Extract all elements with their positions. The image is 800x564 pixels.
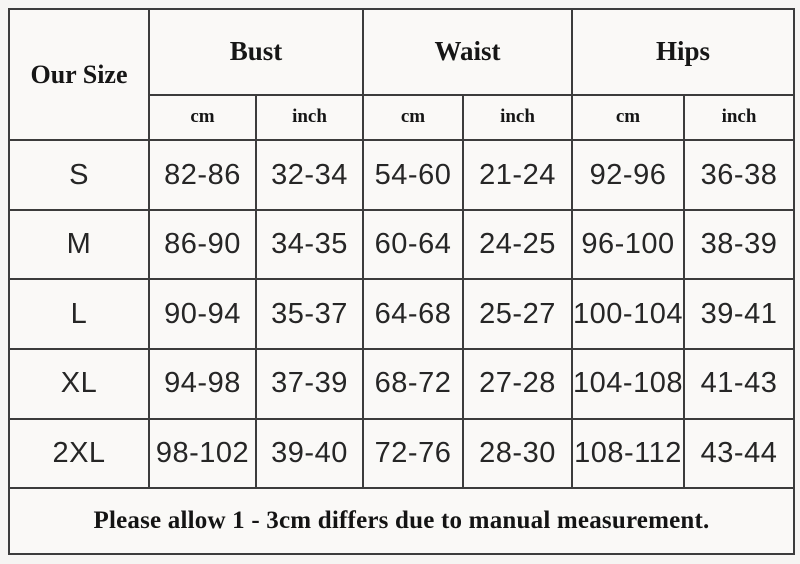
unit-header-bust-cm: cm	[148, 93, 257, 142]
unit-header-hips-cm: cm	[571, 93, 686, 142]
waist-cm-value: 60-64	[362, 208, 464, 281]
waist-cm-value: 68-72	[362, 348, 464, 420]
table-row-xl: XL 94-98 37-39 68-72 27-28 104-108 41-43	[8, 348, 796, 420]
size-label: M	[8, 208, 150, 281]
waist-cm-value: 64-68	[362, 278, 464, 351]
bust-cm-value: 86-90	[148, 208, 257, 281]
size-chart: Our Size Bust Waist Hips cm inch cm inch…	[7, 7, 796, 555]
hips-inch-value: 43-44	[683, 417, 796, 490]
waist-cm-value: 54-60	[362, 139, 464, 211]
size-label: L	[8, 278, 150, 351]
hips-inch-value: 38-39	[683, 208, 796, 281]
size-label: 2XL	[8, 417, 150, 490]
hips-cm-value: 92-96	[571, 139, 686, 211]
size-label: S	[8, 139, 150, 211]
bust-cm-value: 90-94	[148, 278, 257, 351]
unit-header-hips-inch: inch	[683, 93, 796, 142]
waist-cm-value: 72-76	[362, 417, 464, 490]
column-group-waist: Waist	[361, 8, 574, 96]
hips-cm-value: 108-112	[571, 417, 686, 490]
bust-cm-value: 98-102	[148, 417, 257, 490]
waist-inch-value: 28-30	[461, 417, 574, 490]
unit-header-waist-cm: cm	[362, 93, 464, 142]
size-chart-table: Our Size Bust Waist Hips cm inch cm inch…	[7, 7, 796, 555]
table-row-l: L 90-94 35-37 64-68 25-27 100-104 39-41	[8, 278, 796, 351]
hips-inch-value: 36-38	[683, 139, 796, 211]
hips-inch-value: 39-41	[683, 278, 796, 351]
bust-inch-value: 32-34	[255, 139, 364, 211]
bust-cm-value: 82-86	[148, 139, 257, 211]
hips-cm-value: 104-108	[571, 348, 686, 420]
bust-inch-value: 37-39	[255, 348, 364, 420]
table-row-m: M 86-90 34-35 60-64 24-25 96-100 38-39	[8, 208, 796, 281]
column-group-bust: Bust	[148, 8, 364, 96]
column-group-hips: Hips	[571, 8, 796, 96]
table-row-2xl: 2XL 98-102 39-40 72-76 28-30 108-112 43-…	[8, 417, 796, 490]
unit-header-bust-inch: inch	[255, 93, 364, 142]
waist-inch-value: 24-25	[461, 208, 574, 281]
hips-cm-value: 100-104	[571, 278, 686, 351]
column-header-our-size: Our Size	[8, 7, 150, 142]
size-label: XL	[8, 348, 150, 420]
waist-inch-value: 21-24	[461, 139, 574, 211]
measurement-disclaimer: Please allow 1 - 3cm differs due to manu…	[7, 487, 796, 555]
bust-inch-value: 34-35	[255, 208, 364, 281]
hips-inch-value: 41-43	[683, 348, 796, 420]
table-row-s: S 82-86 32-34 54-60 21-24 92-96 36-38	[8, 139, 796, 211]
unit-header-waist-inch: inch	[461, 93, 574, 142]
bust-cm-value: 94-98	[148, 348, 257, 420]
hips-cm-value: 96-100	[571, 208, 686, 281]
bust-inch-value: 35-37	[255, 278, 364, 351]
waist-inch-value: 27-28	[461, 348, 574, 420]
waist-inch-value: 25-27	[461, 278, 574, 351]
bust-inch-value: 39-40	[255, 417, 364, 490]
